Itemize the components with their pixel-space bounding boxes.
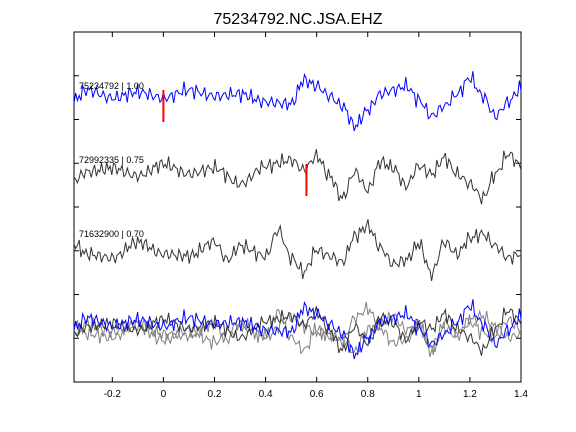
x-tick-label: -0.2 bbox=[104, 389, 122, 400]
overlay-trace-gray bbox=[73, 310, 522, 356]
x-tick-label: 1 bbox=[416, 389, 422, 400]
trace-line bbox=[73, 219, 521, 281]
trace-label: 71632900 | 0.70 bbox=[79, 229, 144, 239]
x-tick-label: 0.6 bbox=[310, 389, 324, 400]
trace-label: 75234792 | 1.00 bbox=[79, 81, 144, 91]
x-tick-label: 0.2 bbox=[208, 389, 222, 400]
x-tick-label: 0.4 bbox=[259, 389, 273, 400]
overlay-trace-reference bbox=[73, 299, 522, 360]
plot-area: -0.2 0 0.2 0.4 0.6 0.8 1 1.2 1.4 75234792 | 1.00 7… bbox=[73, 31, 528, 400]
trace-line bbox=[73, 149, 522, 205]
x-tick-label: 0 bbox=[161, 389, 167, 400]
chart-title: 75234792.NC.JSA.EHZ bbox=[214, 11, 383, 28]
overlay-trace-gray bbox=[73, 301, 522, 358]
x-tick-label: 1.2 bbox=[463, 389, 477, 400]
trace-label: 72992335 | 0.75 bbox=[79, 155, 144, 165]
x-tick-label: 1.4 bbox=[514, 389, 528, 400]
x-tick-label: 0.8 bbox=[361, 389, 375, 400]
trace-line bbox=[73, 71, 522, 132]
